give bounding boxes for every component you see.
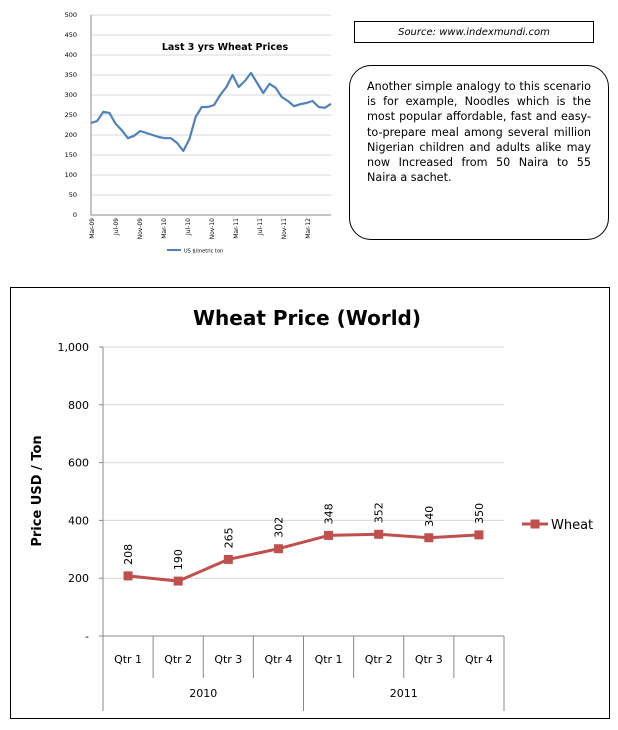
- top-chart-y-tick-label: 150: [65, 151, 77, 159]
- top-chart-y-tick-label: 200: [65, 131, 77, 139]
- main-chart-markers: [123, 529, 484, 586]
- main-chart-data-point: [324, 530, 334, 540]
- main-chart-data-point: [173, 576, 183, 586]
- analogy-callout: Another simple analogy to this scenario …: [349, 65, 609, 240]
- main-chart-data-label: 340: [423, 506, 436, 527]
- main-chart-series-line: [127, 532, 480, 583]
- main-chart-legend: Wheat: [522, 518, 593, 533]
- top-chart-y-tick-label: 250: [65, 111, 77, 119]
- main-chart-data-label: 265: [222, 527, 235, 548]
- top-chart-gridlines: [91, 14, 331, 196]
- main-chart-y-tick-label: 600: [68, 457, 89, 470]
- main-chart-gridlines: [103, 346, 504, 579]
- main-chart-y-tick-label: 200: [68, 572, 89, 585]
- main-chart-x-categories: Qtr 1 Qtr 2 Qtr 3 Qtr 4 Qtr 1 Qtr 2 Qtr 3 Qtr 4…: [102, 636, 505, 711]
- main-chart-data-label: 190: [172, 549, 185, 570]
- main-chart-y-tick-label: 800: [68, 399, 89, 412]
- top-chart-x-tick-label: Nov-09: [137, 218, 144, 240]
- main-chart-year-label: 2011: [390, 687, 418, 700]
- top-chart-y-tick-label: 450: [65, 31, 77, 39]
- top-chart-title: Last 3 yrs Wheat Prices: [162, 42, 289, 53]
- top-chart-x-tick-label: Nov-10: [209, 218, 216, 240]
- top-chart-legend-label: US $/metric ton: [184, 249, 223, 255]
- main-chart-data-point: [474, 530, 484, 540]
- main-chart-x-category-label: Qtr 2: [365, 653, 393, 666]
- top-chart-y-tick-label: 500: [65, 11, 77, 19]
- main-chart-x-category-label: Qtr 2: [164, 653, 192, 666]
- top-chart-x-tick-label: Jul-10: [185, 218, 192, 236]
- top-chart-series-line: [90, 71, 332, 153]
- main-chart-x-category-label: Qtr 4: [465, 653, 493, 666]
- main-chart-data-label: 348: [323, 503, 336, 524]
- top-chart-x-ticks: Mar-09 Jul-09 Nov-09 Mar-10 Jul-10 Nov-10 Mar-…: [89, 218, 312, 240]
- main-chart-y-axis-label: Price USD / Ton: [30, 435, 45, 546]
- main-chart-y-ticks: - 200 400 600 800 1,000: [58, 341, 103, 643]
- top-chart: 0 50 100 150 200 250 300 350 400 450 500 Mar-09 Jul…: [65, 11, 332, 255]
- top-chart-x-tick-label: Mar-12: [305, 218, 312, 239]
- top-chart-x-tick-label: Mar-10: [161, 218, 168, 239]
- main-chart-y-tick-label: -: [85, 630, 89, 643]
- main-chart-data-label: 350: [473, 503, 486, 524]
- main-chart-legend-marker: [530, 519, 540, 529]
- top-chart-y-tick-label: 350: [65, 71, 77, 79]
- top-chart-legend: US $/metric ton: [167, 249, 223, 255]
- top-chart-x-tick-label: Nov-11: [281, 218, 288, 240]
- main-chart-y-tick-label: 1,000: [58, 341, 90, 354]
- main-chart-x-category-label: Qtr 3: [214, 653, 242, 666]
- main-chart-year-label: 2010: [189, 687, 217, 700]
- top-chart-y-ticks: 0 50 100 150 200 250 300 350 400 450 500: [65, 11, 77, 219]
- main-chart-data-label: 208: [122, 544, 135, 565]
- main-chart-title: Wheat Price (World): [193, 306, 421, 330]
- main-chart-x-category-label: Qtr 1: [114, 653, 142, 666]
- top-chart-y-tick-label: 100: [65, 171, 77, 179]
- top-chart-y-tick-label: 0: [73, 211, 77, 219]
- main-chart-data-label: 302: [272, 517, 285, 538]
- top-chart-x-tick-label: Jul-11: [257, 218, 264, 236]
- main-chart-data-point: [273, 544, 283, 554]
- main-chart-x-category-label: Qtr 3: [415, 653, 443, 666]
- main-chart-data-point: [374, 529, 384, 539]
- main-chart: Wheat Price (World) Price USD / Ton - 200…: [10, 287, 610, 719]
- main-chart-legend-label: Wheat: [551, 518, 593, 533]
- main-chart-data-point: [123, 571, 133, 581]
- main-chart-y-tick-label: 400: [68, 514, 89, 527]
- top-chart-y-tick-label: 400: [65, 51, 77, 59]
- top-chart-x-tick-label: Jul-09: [113, 218, 120, 236]
- main-chart-data-label: 352: [373, 502, 386, 523]
- main-chart-x-category-label: Qtr 4: [264, 653, 292, 666]
- main-chart-data-labels: 208 190 265 302 348 352 340 350: [122, 502, 486, 570]
- main-chart-data-point: [223, 554, 233, 564]
- source-caption: Source: www.indexmundi.com: [354, 21, 594, 43]
- top-chart-y-tick-label: 50: [69, 191, 77, 199]
- main-chart-border: [10, 287, 610, 719]
- top-chart-x-tick-label: Mar-11: [233, 218, 240, 239]
- main-chart-data-point: [424, 533, 434, 543]
- top-chart-x-tick-label: Mar-09: [89, 218, 96, 239]
- top-chart-y-tick-label: 300: [65, 91, 77, 99]
- main-chart-x-category-label: Qtr 1: [315, 653, 343, 666]
